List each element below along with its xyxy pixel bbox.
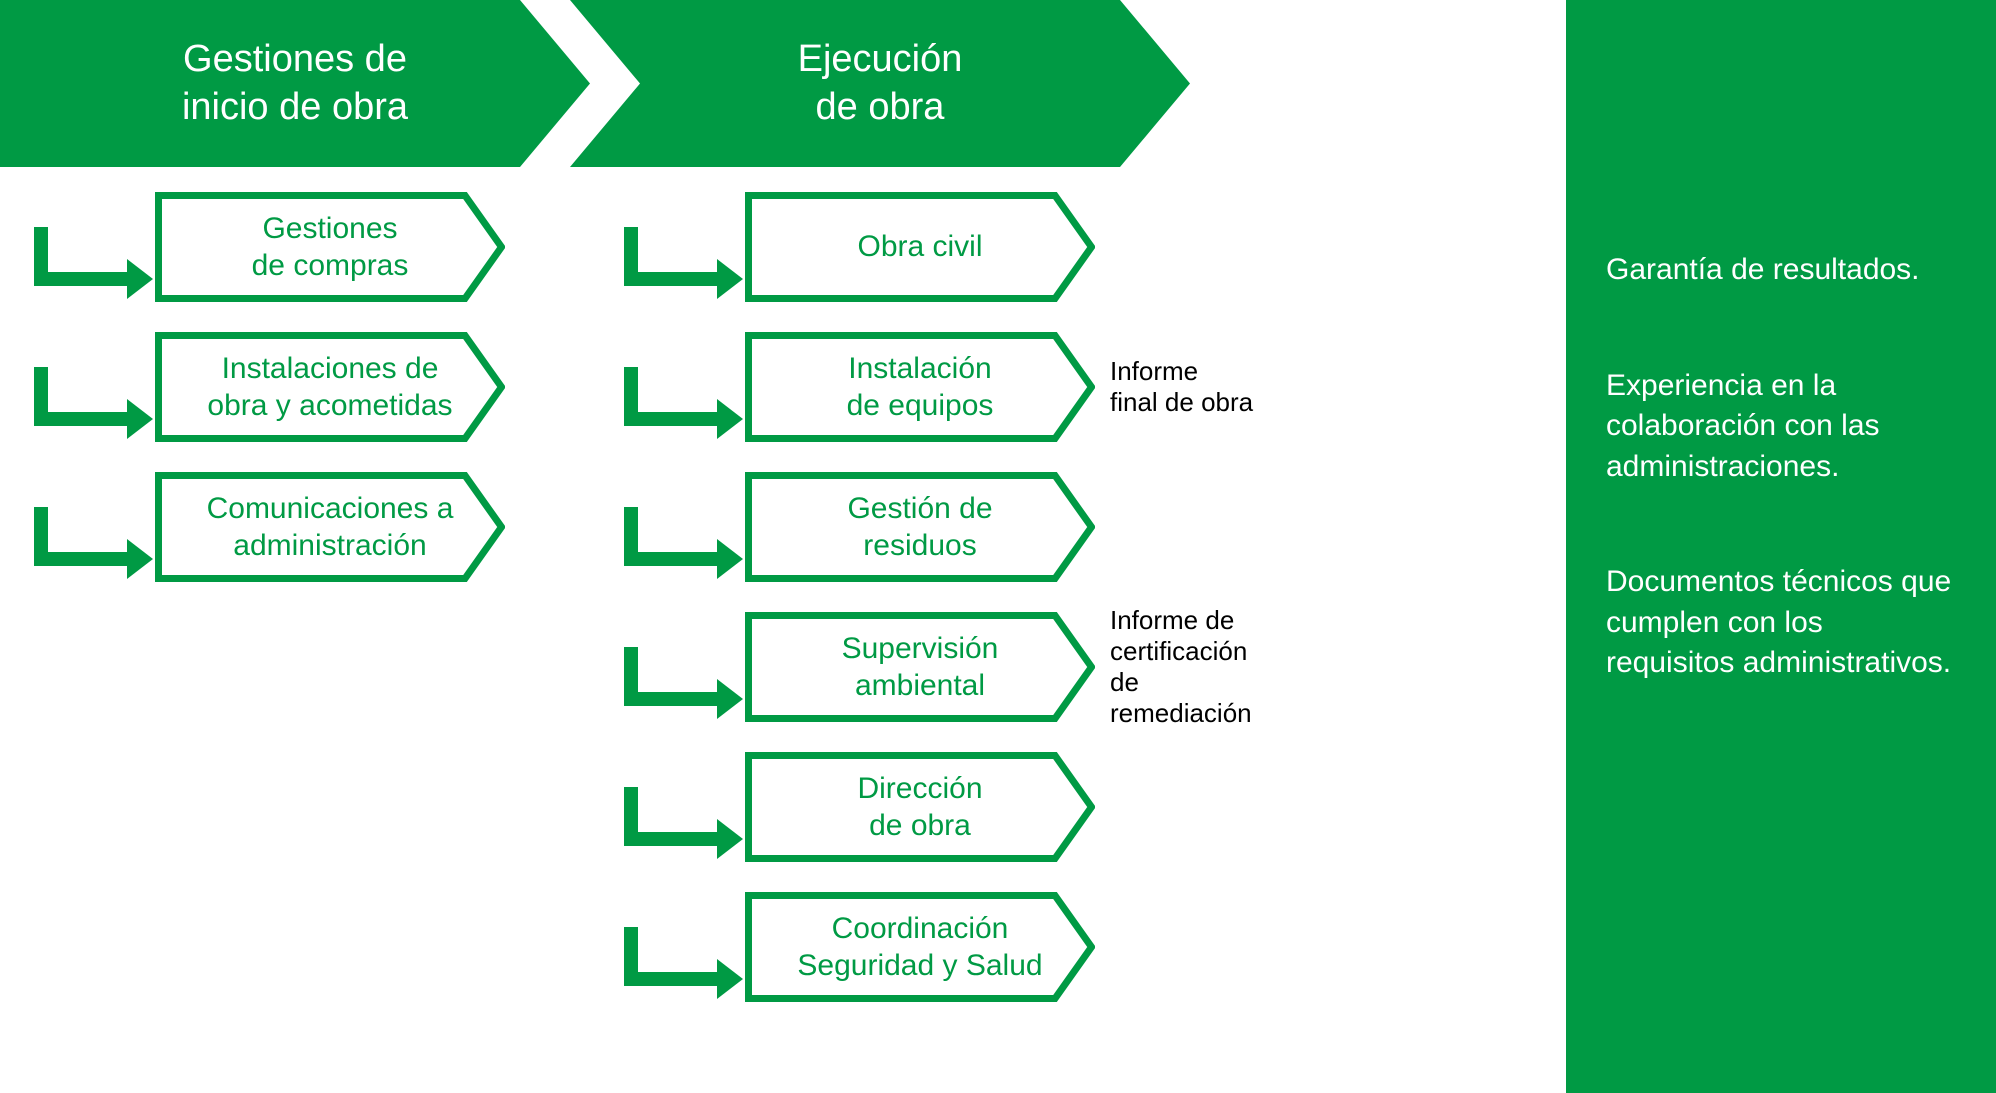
header-chevron-1-label: Gestiones de inicio de obra	[182, 36, 408, 131]
elbow-connector-icon	[610, 747, 745, 867]
col2-row-3: Supervisiónambiental Informe decertificac…	[610, 607, 1290, 727]
col2-chevron-5: CoordinaciónSeguridad y Salud	[745, 892, 1095, 1002]
col2-note-1: Informefinal de obra	[1110, 356, 1290, 418]
right-panel-text-1: Experiencia en la colaboración con las a…	[1606, 366, 1956, 488]
col2-chevron-0: Obra civil	[745, 192, 1095, 302]
header-chevron-1: Gestiones de inicio de obra	[0, 0, 590, 167]
col1-chevron-2: Comunicaciones aadministración	[155, 472, 505, 582]
elbow-connector-icon	[610, 607, 745, 727]
elbow-connector-icon	[610, 187, 745, 307]
header-chevron-row: Gestiones de inicio de obra Ejecución de…	[0, 0, 1190, 167]
right-panel-text-2: Documentos técnicos que cumplen con los …	[1606, 562, 1956, 684]
col2-chevron-label-4: Direcciónde obra	[857, 770, 982, 845]
elbow-connector-icon	[610, 327, 745, 447]
elbow-connector-icon	[20, 467, 155, 587]
elbow-connector-icon	[610, 887, 745, 1007]
col1-row-1: Instalaciones deobra y acometidas	[20, 327, 505, 447]
col2-chevron-4: Direcciónde obra	[745, 752, 1095, 862]
right-info-panel: Garantía de resultados. Experiencia en la…	[1566, 0, 1996, 1093]
col2-row-0: Obra civil	[610, 187, 1290, 307]
col2-chevron-1: Instalaciónde equipos	[745, 332, 1095, 442]
col1-chevron-label-0: Gestionesde compras	[252, 210, 409, 285]
col2-chevron-3: Supervisiónambiental	[745, 612, 1095, 722]
col2-chevron-label-5: CoordinaciónSeguridad y Salud	[797, 910, 1042, 985]
column-gestiones: Gestionesde compras Instalaciones deobra…	[20, 167, 505, 587]
col2-row-5: CoordinaciónSeguridad y Salud	[610, 887, 1290, 1007]
header-chevron-2: Ejecución de obra	[570, 0, 1190, 167]
col2-chevron-label-0: Obra civil	[857, 228, 982, 266]
elbow-connector-icon	[20, 327, 155, 447]
col2-chevron-label-1: Instalaciónde equipos	[847, 350, 994, 425]
col2-chevron-2: Gestión deresiduos	[745, 472, 1095, 582]
header-chevron-2-label: Ejecución de obra	[798, 36, 963, 131]
col2-chevron-label-3: Supervisiónambiental	[842, 630, 999, 705]
col2-row-1: Instalaciónde equipos Informefinal de obr…	[610, 327, 1290, 447]
col1-row-0: Gestionesde compras	[20, 187, 505, 307]
col2-chevron-label-2: Gestión deresiduos	[847, 490, 992, 565]
col1-chevron-1: Instalaciones deobra y acometidas	[155, 332, 505, 442]
col2-row-4: Direcciónde obra	[610, 747, 1290, 867]
col2-note-3: Informe decertificaciónderemediación	[1110, 605, 1290, 730]
elbow-connector-icon	[20, 187, 155, 307]
column-ejecucion: Obra civil Instalaciónde equipos Informef…	[610, 167, 1290, 1007]
col1-chevron-0: Gestionesde compras	[155, 192, 505, 302]
col1-row-2: Comunicaciones aadministración	[20, 467, 505, 587]
col1-chevron-label-2: Comunicaciones aadministración	[207, 490, 454, 565]
col1-chevron-label-1: Instalaciones deobra y acometidas	[207, 350, 452, 425]
col2-row-2: Gestión deresiduos	[610, 467, 1290, 587]
right-panel-text-0: Garantía de resultados.	[1606, 250, 1956, 291]
elbow-connector-icon	[610, 467, 745, 587]
